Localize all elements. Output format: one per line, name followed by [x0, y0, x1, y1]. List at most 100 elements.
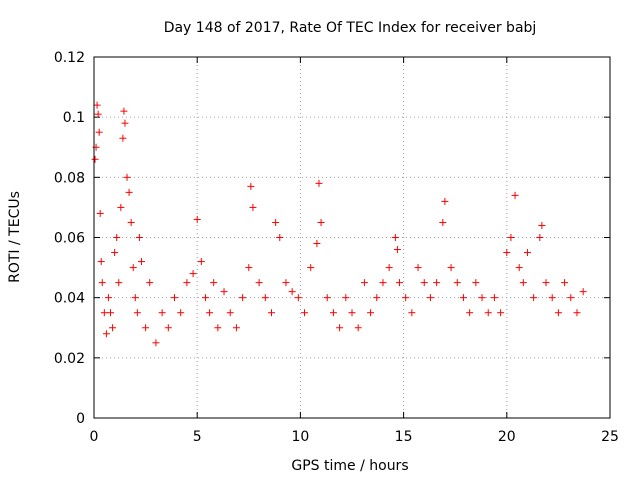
- data-points: [91, 101, 587, 347]
- data-point: [348, 309, 356, 317]
- data-point: [538, 221, 546, 229]
- y-tick-label: 0.12: [54, 50, 85, 66]
- data-point: [272, 218, 280, 226]
- data-point: [146, 279, 154, 287]
- data-point: [360, 279, 368, 287]
- data-point: [567, 294, 575, 302]
- data-point: [135, 234, 143, 241]
- data-point: [554, 309, 562, 317]
- data-point: [183, 279, 191, 287]
- data-point: [503, 249, 511, 257]
- data-point: [329, 309, 337, 317]
- data-point: [117, 203, 125, 211]
- data-point: [497, 309, 505, 317]
- y-axis-label: ROTI / TECUs: [7, 191, 23, 283]
- data-point: [507, 234, 515, 241]
- data-point: [119, 134, 127, 142]
- x-tick-label: 10: [291, 429, 309, 445]
- data-point: [315, 179, 323, 187]
- data-point: [158, 309, 166, 317]
- data-point: [96, 209, 104, 217]
- data-point: [129, 264, 137, 272]
- x-tick-label: 15: [395, 429, 413, 445]
- data-point: [201, 294, 209, 302]
- data-point: [152, 339, 160, 347]
- data-point: [98, 279, 106, 287]
- data-point: [115, 279, 123, 287]
- data-point: [323, 294, 331, 302]
- data-point: [466, 309, 474, 317]
- data-point: [247, 182, 255, 190]
- data-point: [214, 324, 222, 332]
- data-point: [579, 288, 587, 296]
- data-point: [441, 197, 449, 205]
- data-point: [268, 309, 276, 317]
- y-tick-label: 0.06: [54, 231, 85, 247]
- axis-ticks: 0 5 10 15 20 25 0 0.02 0.04 0.06 0.08 0.1 0.12: [54, 50, 619, 445]
- data-point: [177, 309, 185, 317]
- data-point: [226, 309, 234, 317]
- data-point: [100, 309, 108, 317]
- data-point: [472, 279, 480, 287]
- data-point: [439, 218, 447, 226]
- data-point: [459, 294, 467, 302]
- data-point: [548, 294, 556, 302]
- data-point: [519, 279, 527, 287]
- data-point: [125, 188, 133, 196]
- data-point: [317, 218, 325, 226]
- data-point: [307, 264, 315, 272]
- data-point: [282, 279, 290, 287]
- data-point: [249, 203, 257, 211]
- data-point: [261, 294, 269, 302]
- data-point: [447, 264, 455, 272]
- data-point: [373, 294, 381, 302]
- data-point: [133, 309, 141, 317]
- data-point: [426, 294, 434, 302]
- data-point: [313, 240, 321, 248]
- data-point: [542, 279, 550, 287]
- data-point: [193, 215, 201, 223]
- data-point: [113, 234, 121, 241]
- y-tick-label: 0.04: [54, 291, 85, 307]
- data-point: [453, 279, 461, 287]
- data-point: [206, 309, 214, 317]
- data-point: [354, 324, 362, 332]
- data-point: [385, 264, 393, 272]
- data-point: [210, 279, 218, 287]
- data-point: [336, 324, 344, 332]
- data-point: [402, 294, 410, 302]
- data-point: [288, 288, 296, 296]
- data-point: [393, 246, 401, 254]
- data-point: [414, 264, 422, 272]
- data-point: [220, 288, 228, 296]
- data-point: [245, 264, 253, 272]
- data-point: [232, 324, 240, 332]
- y-tick-label: 0.1: [63, 110, 85, 126]
- data-point: [93, 101, 101, 109]
- data-point: [523, 249, 531, 257]
- data-point: [123, 173, 131, 181]
- data-point: [367, 309, 375, 317]
- data-point: [515, 264, 523, 272]
- data-point: [573, 309, 581, 317]
- data-point: [137, 258, 145, 266]
- data-point: [111, 249, 119, 257]
- data-point: [94, 110, 102, 118]
- data-point: [294, 294, 302, 302]
- data-point: [379, 279, 387, 287]
- data-point: [121, 119, 129, 127]
- data-point: [484, 309, 492, 317]
- data-point: [536, 234, 544, 241]
- data-point: [170, 294, 178, 302]
- data-point: [391, 234, 399, 241]
- data-point: [102, 330, 110, 338]
- data-point: [408, 309, 416, 317]
- data-point: [91, 155, 99, 163]
- data-point: [511, 191, 519, 199]
- data-point: [433, 279, 441, 287]
- data-point: [342, 294, 350, 302]
- data-point: [420, 279, 428, 287]
- data-point: [104, 294, 112, 302]
- data-point: [97, 258, 105, 266]
